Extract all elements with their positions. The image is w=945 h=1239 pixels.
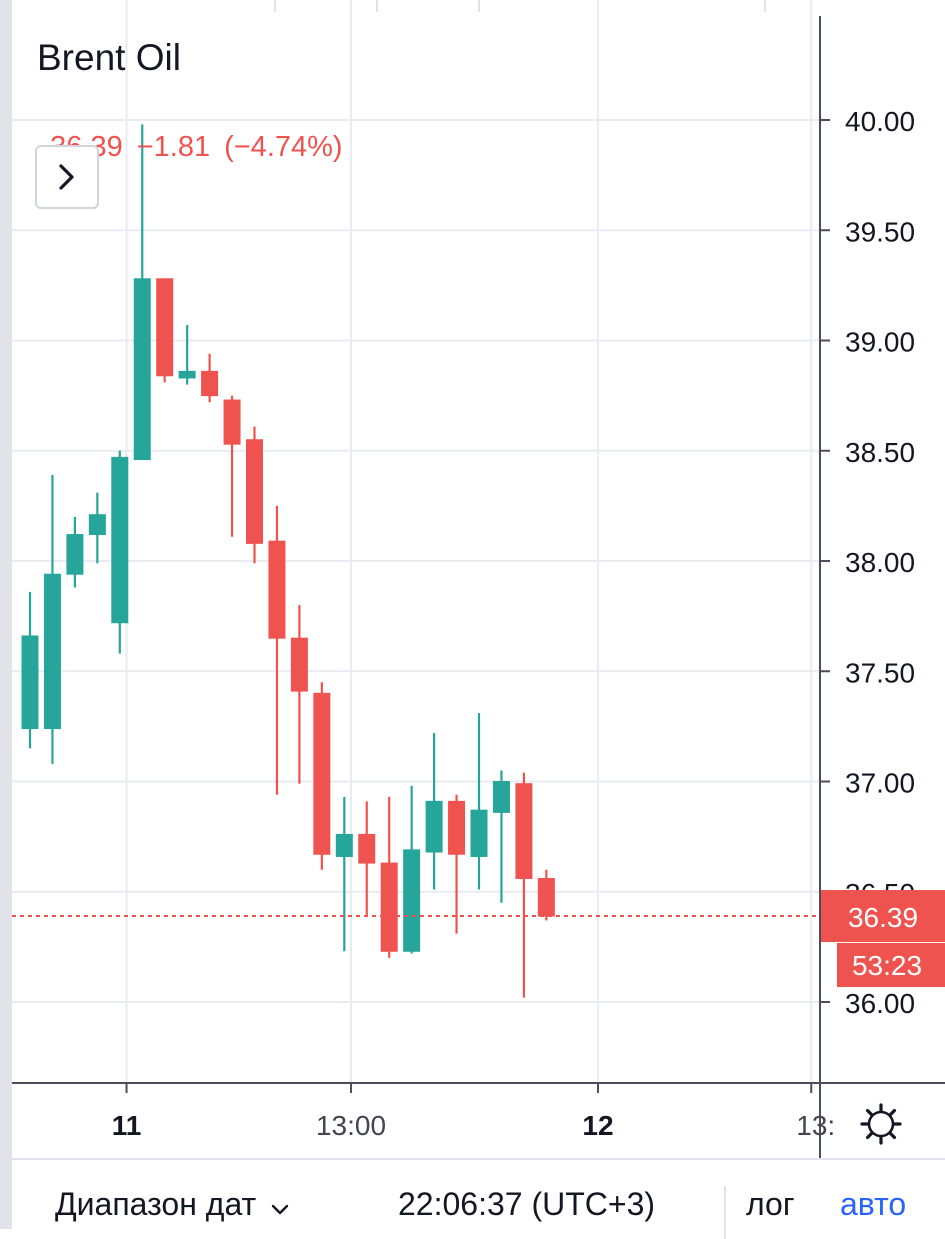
candle [21, 591, 39, 749]
x-tick-label: 12 [582, 1110, 613, 1141]
tick-labels: 40.0039.5039.0038.5038.0037.5037.0036.50… [112, 106, 915, 1141]
candle-body [133, 278, 151, 461]
x-tick-label: 13:00 [316, 1110, 386, 1141]
log-scale-toggle[interactable]: лог [746, 1186, 795, 1222]
candle-body [66, 534, 84, 575]
candle [358, 801, 376, 917]
current-price-label: 36.39 [848, 902, 918, 933]
candle [246, 426, 263, 564]
candle [515, 772, 533, 998]
toolbar-divider [724, 1186, 726, 1239]
candle-body [88, 514, 106, 536]
clock-timezone[interactable]: 22:06:37 (UTC+3) [398, 1186, 656, 1222]
y-tick-label: 38.50 [845, 437, 915, 468]
price-labels: 36.39 53:23 [821, 890, 945, 988]
date-range-label: Диапазон дат [55, 1186, 257, 1222]
candle [156, 278, 174, 383]
candle-body [290, 637, 308, 692]
candle [111, 450, 129, 654]
candle [88, 492, 106, 564]
candle [403, 785, 421, 954]
candle [201, 353, 219, 403]
candle-body [111, 456, 129, 624]
candle-body [21, 635, 39, 730]
candle [223, 395, 241, 537]
candle-body [313, 692, 331, 855]
chevron-right-icon [59, 164, 74, 190]
candle-body [515, 783, 533, 880]
candle-body [425, 800, 443, 853]
candle-body [335, 833, 353, 857]
left-edge-bar [0, 0, 12, 1229]
expand-legend-button[interactable] [35, 145, 99, 209]
candle-body [492, 781, 510, 813]
candle-body [156, 278, 174, 377]
candle [425, 732, 443, 890]
y-tick-label: 36.00 [845, 988, 915, 1019]
candle-body [470, 809, 488, 857]
y-tick-label: 39.50 [845, 216, 915, 247]
y-tick-label: 37.50 [845, 657, 915, 688]
candle [492, 770, 510, 903]
y-tick-label: 37.00 [845, 768, 915, 799]
candle [470, 713, 488, 890]
y-tick-label: 40.00 [845, 106, 915, 137]
date-range-select[interactable]: Диапазон дат [55, 1186, 290, 1225]
candle-body [537, 878, 555, 917]
candle-body [268, 540, 286, 639]
candle [313, 682, 331, 870]
candle [380, 796, 398, 958]
bottom-toolbar: Диапазон дат 22:06:37 (UTC+3) лог авто [12, 1158, 945, 1239]
candle [537, 869, 555, 921]
candle-body [178, 370, 196, 379]
candle [43, 475, 61, 764]
gear-icon[interactable] [860, 1103, 902, 1145]
x-tick-label: 13: [796, 1110, 835, 1141]
candles [21, 124, 555, 998]
candle-body [246, 439, 263, 544]
countdown-label: 53:23 [852, 950, 922, 981]
candle [448, 794, 466, 934]
candle-body [403, 849, 421, 952]
candle [178, 325, 196, 385]
price-change-percent: (−4.74%) [224, 131, 343, 163]
y-tick-label: 39.00 [845, 327, 915, 358]
current-price-badge [821, 890, 945, 943]
candle [133, 124, 151, 461]
candle [335, 796, 353, 952]
candle-body [43, 573, 61, 730]
candle-body [223, 399, 241, 445]
candle-body [448, 800, 466, 855]
candle [268, 505, 286, 795]
axes [12, 16, 945, 1158]
candle-body [358, 833, 376, 864]
candle [66, 516, 84, 588]
candle-body [201, 370, 219, 397]
x-tick-label: 11 [112, 1110, 142, 1141]
auto-scale-toggle[interactable]: авто [840, 1186, 907, 1222]
candle [290, 605, 308, 784]
price-change: −1.81 [136, 131, 211, 163]
candle-body [380, 862, 398, 952]
countdown-badge [837, 943, 945, 988]
chevron-down-icon [270, 1188, 290, 1225]
y-tick-label: 38.00 [845, 547, 915, 578]
symbol-title: Brent Oil [37, 37, 181, 78]
